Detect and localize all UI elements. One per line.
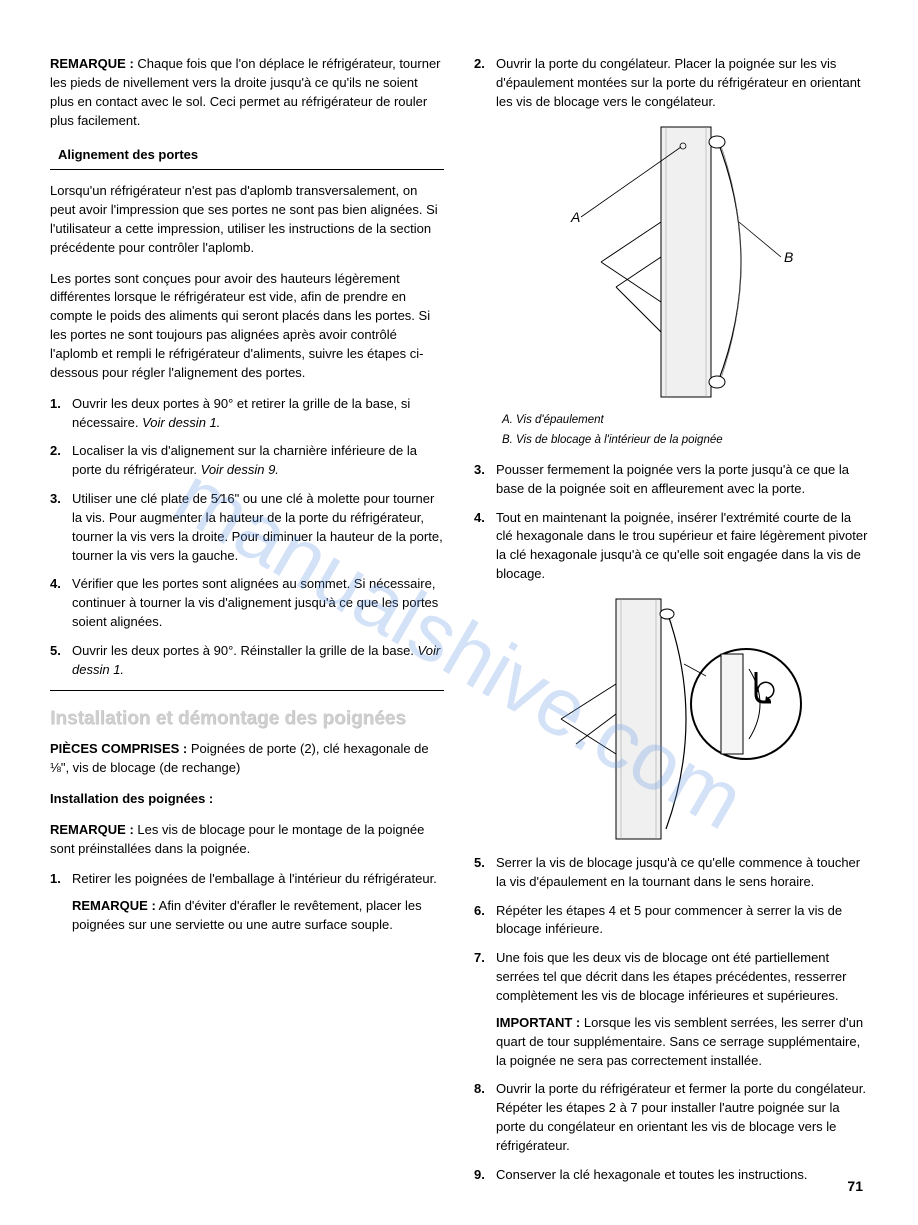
page-number: 71 <box>847 1176 863 1196</box>
remarque-1: REMARQUE : Chaque fois que l'on déplace … <box>50 55 444 130</box>
list-item: 7.Une fois que les deux vis de blocage o… <box>474 949 868 1070</box>
step-1-remarque: REMARQUE : Afin d'éviter d'érafler le re… <box>72 897 444 935</box>
step-1-text: Retirer les poignées de l'emballage à l'… <box>72 871 437 886</box>
remarque-2: REMARQUE : Les vis de blocage pour le mo… <box>50 821 444 859</box>
list-item: 5.Serrer la vis de blocage jusqu'à ce qu… <box>474 854 868 892</box>
right-column: 2. Ouvrir la porte du congélateur. Place… <box>474 55 868 1195</box>
remarque-1-label: REMARQUE : <box>50 56 134 71</box>
list-item: 4.Vérifier que les portes sont alignées … <box>50 575 444 632</box>
step-text: Conserver la clé hexagonale et toutes le… <box>496 1166 868 1185</box>
step-number: 8. <box>474 1080 496 1155</box>
caption-b: B. Vis de blocage à l'intérieur de la po… <box>502 432 868 449</box>
step-text: Répéter les étapes 4 et 5 pour commencer… <box>496 902 868 940</box>
list-item: 4.Tout en maintenant la poignée, insérer… <box>474 509 868 584</box>
step-text: Une fois que les deux vis de blocage ont… <box>496 949 868 1070</box>
install-step-1: 1. Retirer les poignées de l'emballage à… <box>50 870 444 935</box>
right-steps-3-4: 3.Pousser fermement la poignée vers la p… <box>474 461 868 584</box>
important-note: IMPORTANT : Lorsque les vis semblent ser… <box>496 1014 868 1071</box>
diagram-2 <box>474 594 868 844</box>
remarque-2-label: REMARQUE : <box>50 822 134 837</box>
pieces-label: PIÈCES COMPRISES : <box>50 741 187 756</box>
section-header-alignement: Alignement des portes <box>50 142 444 170</box>
step-number: 3. <box>474 461 496 499</box>
para-aplomb: Lorsqu'un réfrigérateur n'est pas d'aplo… <box>50 182 444 257</box>
handle-diagram-svg: A B <box>521 122 821 402</box>
step-number: 1. <box>50 870 72 935</box>
divider <box>50 690 444 691</box>
hexkey-diagram-svg <box>521 594 821 844</box>
step-number: 3. <box>50 490 72 565</box>
step-number: 1. <box>50 395 72 433</box>
list-item: 3.Utiliser une clé plate de 5⁄16" ou une… <box>50 490 444 565</box>
label-a: A <box>570 209 580 225</box>
list-item: 6.Répéter les étapes 4 et 5 pour commenc… <box>474 902 868 940</box>
step-text: Localiser la vis d'alignement sur la cha… <box>72 442 444 480</box>
section-title-installation: Installation et démontage des poignées <box>50 705 444 733</box>
step-number: 2. <box>474 55 496 112</box>
pieces-comprises: PIÈCES COMPRISES : Poignées de porte (2)… <box>50 740 444 778</box>
list-item: 3.Pousser fermement la poignée vers la p… <box>474 461 868 499</box>
list-item: 8.Ouvrir la porte du réfrigérateur et fe… <box>474 1080 868 1155</box>
subheader-installation: Installation des poignées : <box>50 790 444 809</box>
step-text: Serrer la vis de blocage jusqu'à ce qu'e… <box>496 854 868 892</box>
step-text: Utiliser une clé plate de 5⁄16" ou une c… <box>72 490 444 565</box>
right-steps-top: 2. Ouvrir la porte du congélateur. Place… <box>474 55 868 112</box>
content-columns: REMARQUE : Chaque fois que l'on déplace … <box>50 55 868 1195</box>
step-text: Retirer les poignées de l'emballage à l'… <box>72 870 444 935</box>
list-item: 5.Ouvrir les deux portes à 90°. Réinstal… <box>50 642 444 680</box>
step-number: 7. <box>474 949 496 1070</box>
step-text: Vérifier que les portes sont alignées au… <box>72 575 444 632</box>
left-column: REMARQUE : Chaque fois que l'on déplace … <box>50 55 444 1195</box>
diagram-1: A B <box>474 122 868 402</box>
step-text: Tout en maintenant la poignée, insérer l… <box>496 509 868 584</box>
list-item: 2.Localiser la vis d'alignement sur la c… <box>50 442 444 480</box>
list-item: 1.Ouvrir les deux portes à 90° et retire… <box>50 395 444 433</box>
step-1-rem-label: REMARQUE : <box>72 898 156 913</box>
alignment-steps-list: 1.Ouvrir les deux portes à 90° et retire… <box>50 395 444 680</box>
step-number: 2. <box>50 442 72 480</box>
step-2: 2. Ouvrir la porte du congélateur. Place… <box>474 55 868 112</box>
step-number: 9. <box>474 1166 496 1185</box>
step-text: Ouvrir les deux portes à 90° et retirer … <box>72 395 444 433</box>
list-item: 9.Conserver la clé hexagonale et toutes … <box>474 1166 868 1185</box>
para-hauteurs: Les portes sont conçues pour avoir des h… <box>50 270 444 383</box>
step-number: 5. <box>474 854 496 892</box>
step-text: Ouvrir la porte du réfrigérateur et ferm… <box>496 1080 868 1155</box>
right-steps-5-9: 5.Serrer la vis de blocage jusqu'à ce qu… <box>474 854 868 1185</box>
step-text: Pousser fermement la poignée vers la por… <box>496 461 868 499</box>
step-text: Ouvrir la porte du congélateur. Placer l… <box>496 55 868 112</box>
install-steps-list: 1. Retirer les poignées de l'emballage à… <box>50 870 444 935</box>
step-number: 4. <box>474 509 496 584</box>
step-number: 5. <box>50 642 72 680</box>
step-number: 6. <box>474 902 496 940</box>
label-b: B <box>784 249 793 265</box>
caption-a: A. Vis d'épaulement <box>502 412 868 429</box>
step-text: Ouvrir les deux portes à 90°. Réinstalle… <box>72 642 444 680</box>
step-number: 4. <box>50 575 72 632</box>
